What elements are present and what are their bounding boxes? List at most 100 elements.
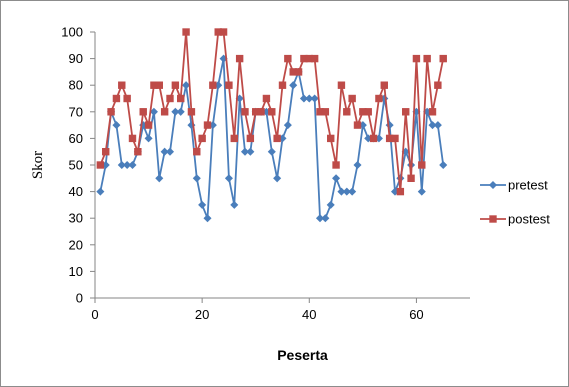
data-point-postest bbox=[418, 161, 426, 169]
data-point-pretest bbox=[433, 121, 442, 130]
data-point-pretest bbox=[385, 121, 394, 130]
data-point-pretest bbox=[273, 174, 282, 183]
data-point-postest bbox=[391, 134, 399, 143]
legend-label-postest: postest bbox=[508, 212, 550, 227]
data-point-pretest bbox=[149, 107, 158, 116]
data-point-pretest bbox=[283, 121, 292, 130]
data-point-postest bbox=[241, 108, 249, 116]
data-point-postest bbox=[219, 28, 228, 36]
data-point-postest bbox=[235, 54, 244, 63]
data-point-postest bbox=[203, 121, 212, 129]
x-tick-label: 60 bbox=[409, 307, 423, 322]
axes: 0 10 20 30 40 50 60 70 80 90 100 0 20 40 60 bbox=[61, 25, 470, 322]
data-point-pretest bbox=[171, 107, 180, 116]
data-point-postest bbox=[118, 81, 126, 89]
y-tick-label: 0 bbox=[76, 291, 83, 306]
data-point-postest bbox=[273, 134, 281, 143]
data-point-pretest bbox=[123, 160, 132, 170]
data-point-postest bbox=[246, 134, 255, 143]
data-point-pretest bbox=[144, 134, 153, 143]
y-tick-label: 80 bbox=[69, 78, 83, 93]
data-point-pretest bbox=[299, 94, 308, 103]
data-point-pretest bbox=[332, 174, 341, 183]
data-point-postest bbox=[402, 108, 410, 116]
data-point-postest bbox=[396, 187, 405, 196]
data-point-postest bbox=[257, 108, 265, 116]
data-point-postest bbox=[375, 94, 383, 103]
x-axis-title: Peserta bbox=[277, 347, 328, 363]
data-point-pretest bbox=[417, 187, 426, 196]
data-point-postest bbox=[209, 81, 217, 89]
data-point-pretest bbox=[230, 200, 239, 209]
data-point-postest bbox=[353, 121, 362, 129]
data-point-postest bbox=[327, 134, 335, 143]
data-point-pretest bbox=[337, 187, 346, 196]
data-point-postest bbox=[155, 81, 163, 89]
data-point-postest bbox=[284, 54, 292, 63]
data-point-pretest bbox=[176, 107, 185, 116]
legend-marker-pretest bbox=[488, 180, 498, 190]
x-tick-label: 0 bbox=[91, 307, 98, 322]
data-point-pretest bbox=[165, 147, 175, 156]
data-point-postest bbox=[434, 81, 442, 89]
data-point-postest bbox=[439, 54, 447, 63]
data-point-postest bbox=[337, 81, 346, 89]
data-point-postest bbox=[369, 134, 378, 143]
data-point-postest bbox=[123, 94, 131, 103]
data-point-postest bbox=[380, 81, 388, 89]
data-point-postest bbox=[144, 121, 153, 129]
data-point-pretest bbox=[267, 147, 276, 156]
data-point-postest bbox=[182, 28, 190, 36]
data-point-postest bbox=[268, 108, 276, 116]
data-point-postest bbox=[112, 94, 121, 103]
legend-label-pretest: pretest bbox=[508, 178, 548, 193]
x-tick-label: 40 bbox=[302, 307, 316, 322]
data-point-postest bbox=[343, 108, 351, 116]
y-tick-label: 70 bbox=[69, 104, 83, 119]
data-point-postest bbox=[171, 81, 180, 89]
data-point-postest bbox=[412, 54, 421, 63]
y-tick-label: 20 bbox=[69, 237, 83, 252]
series-postest bbox=[96, 28, 447, 196]
data-point-pretest bbox=[348, 187, 357, 196]
data-point-pretest bbox=[192, 174, 201, 183]
data-point-postest bbox=[166, 94, 174, 103]
data-point-postest bbox=[134, 148, 142, 156]
data-point-postest bbox=[364, 108, 372, 116]
data-point-postest bbox=[102, 148, 110, 156]
data-point-postest bbox=[96, 161, 105, 169]
data-point-postest bbox=[423, 54, 431, 63]
y-tick-label: 60 bbox=[69, 131, 83, 146]
data-point-postest bbox=[348, 94, 356, 103]
legend-marker-postest bbox=[489, 215, 497, 223]
series-layer bbox=[96, 28, 448, 223]
data-point-postest bbox=[278, 81, 287, 89]
data-point-pretest bbox=[439, 160, 448, 170]
data-point-pretest bbox=[342, 187, 351, 196]
data-point-postest bbox=[177, 94, 185, 103]
y-tick-label: 10 bbox=[69, 264, 83, 279]
data-point-pretest bbox=[224, 174, 233, 183]
data-point-postest bbox=[230, 134, 238, 143]
data-point-pretest bbox=[112, 121, 121, 130]
data-point-pretest bbox=[326, 200, 335, 209]
data-point-pretest bbox=[289, 81, 298, 90]
data-point-pretest bbox=[315, 214, 325, 223]
data-point-postest bbox=[107, 108, 115, 116]
data-point-postest bbox=[428, 108, 437, 116]
data-point-postest bbox=[332, 161, 340, 169]
data-point-pretest bbox=[160, 147, 169, 156]
data-point-pretest bbox=[305, 94, 314, 103]
data-point-pretest bbox=[182, 81, 191, 90]
data-point-pretest bbox=[428, 121, 437, 130]
data-point-postest bbox=[262, 94, 271, 103]
data-point-postest bbox=[310, 54, 319, 63]
data-point-pretest bbox=[155, 174, 164, 183]
y-tick-label: 90 bbox=[69, 51, 83, 66]
data-point-pretest bbox=[353, 160, 362, 170]
y-tick-label: 50 bbox=[69, 158, 83, 173]
data-point-postest bbox=[321, 108, 330, 116]
data-point-postest bbox=[160, 108, 169, 116]
data-point-postest bbox=[193, 148, 201, 156]
data-point-pretest bbox=[96, 187, 105, 196]
